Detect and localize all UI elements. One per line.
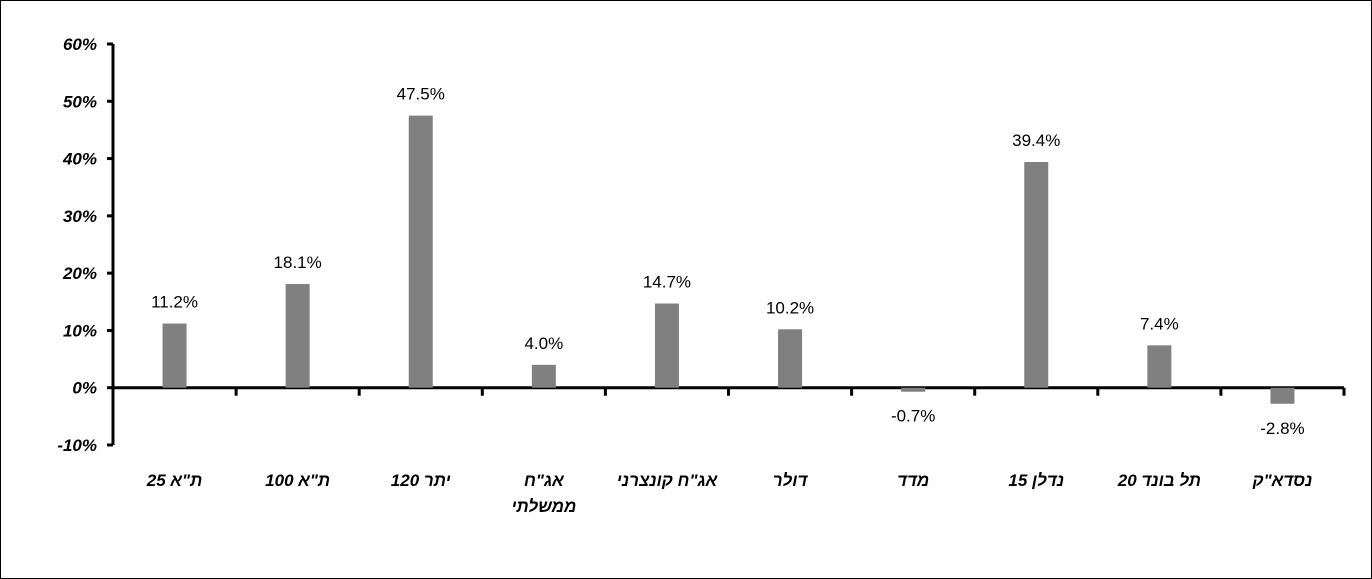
y-tick-label: 30% — [63, 207, 97, 226]
bar — [285, 284, 310, 388]
x-tick-label: אג"ח קונצרני — [617, 471, 718, 490]
x-tick-label: ת"א 100 — [265, 471, 330, 490]
data-label: 11.2% — [151, 293, 198, 312]
x-tick-label: ת"א 25 — [146, 471, 203, 490]
bar — [408, 115, 433, 388]
x-tick-label: מדד — [897, 471, 929, 490]
data-label: 18.1% — [274, 253, 322, 272]
x-axis-ticks: ת"א 25 ת"א 100 יתר 120 אג"ח ממשלתי אג"ח קונצר… — [146, 387, 1346, 516]
y-tick-label: 60% — [63, 35, 97, 54]
chart-bars — [162, 115, 1295, 404]
bar — [531, 364, 556, 388]
data-label: -0.7% — [891, 407, 935, 426]
x-tick-label: דולר — [773, 471, 809, 490]
data-label: 7.4% — [1140, 314, 1179, 333]
y-tick-label: 20% — [62, 264, 97, 283]
bar — [901, 387, 926, 392]
y-tick-label: 40% — [62, 150, 97, 169]
x-tick-label: תל בונד 20 — [1117, 471, 1201, 490]
data-label: -2.8% — [1260, 419, 1304, 438]
bar — [654, 303, 679, 388]
bar — [1024, 162, 1049, 388]
data-label: 10.2% — [766, 298, 814, 317]
y-tick-label: 0% — [72, 379, 97, 398]
y-tick-label: -10% — [57, 436, 97, 455]
data-label: 39.4% — [1012, 131, 1060, 150]
y-tick-label: 50% — [63, 92, 97, 111]
y-tick-label: 10% — [63, 321, 97, 340]
x-tick-label: נדלן 15 — [1008, 471, 1064, 490]
y-axis-ticks: -10% 0% 10% 20% 30% 40% 50% 60% — [57, 35, 113, 455]
bar — [778, 329, 803, 388]
x-tick-label: נסדא"ק — [1252, 471, 1313, 490]
x-tick-label: יתר 120 — [391, 471, 451, 490]
chart-data-labels: 11.2% 18.1% 47.5% 4.0% 14.7% 10.2% -0.7% 39.4% 7… — [151, 85, 1305, 438]
data-label: 4.0% — [524, 334, 563, 353]
data-label: 14.7% — [643, 273, 691, 292]
x-tick-label: אג"ח — [524, 471, 564, 490]
bar — [162, 323, 187, 388]
data-label: 47.5% — [397, 85, 445, 104]
x-tick-label: ממשלתי — [511, 497, 576, 516]
bar — [1147, 345, 1172, 388]
bar — [1270, 387, 1295, 404]
